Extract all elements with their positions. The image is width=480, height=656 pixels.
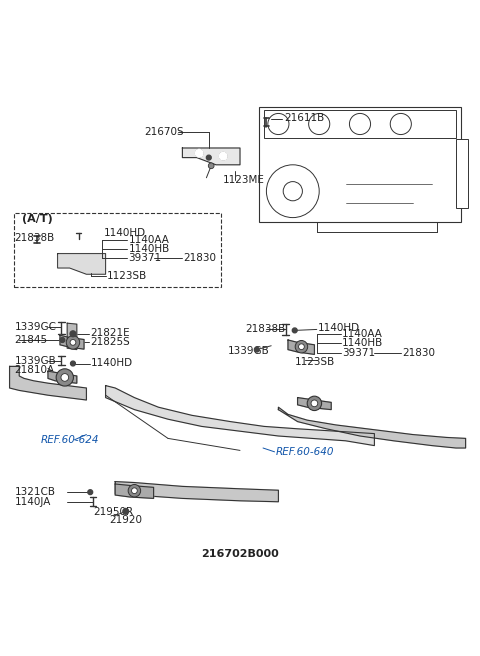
Circle shape bbox=[195, 150, 203, 157]
Text: REF.60-640: REF.60-640 bbox=[276, 447, 335, 457]
Text: 21670S: 21670S bbox=[144, 127, 184, 137]
Text: 21950R: 21950R bbox=[94, 507, 134, 518]
Circle shape bbox=[349, 113, 371, 134]
Text: 39371: 39371 bbox=[342, 348, 375, 358]
Circle shape bbox=[66, 336, 80, 349]
Polygon shape bbox=[60, 335, 84, 349]
Circle shape bbox=[208, 163, 214, 169]
Text: 1321CB: 1321CB bbox=[14, 487, 55, 497]
Circle shape bbox=[254, 347, 259, 352]
Text: 21838B: 21838B bbox=[245, 325, 285, 335]
Text: 21830: 21830 bbox=[183, 253, 216, 264]
FancyBboxPatch shape bbox=[264, 110, 456, 138]
Text: 1140HD: 1140HD bbox=[91, 358, 133, 368]
Circle shape bbox=[219, 152, 227, 160]
Polygon shape bbox=[48, 371, 77, 383]
Circle shape bbox=[70, 331, 76, 337]
Circle shape bbox=[56, 369, 73, 386]
Text: 1140HB: 1140HB bbox=[129, 244, 170, 255]
Circle shape bbox=[390, 113, 411, 134]
Circle shape bbox=[132, 488, 137, 493]
Text: 1123ME: 1123ME bbox=[223, 175, 265, 185]
Circle shape bbox=[283, 182, 302, 201]
Text: 1140HB: 1140HB bbox=[342, 338, 384, 348]
Circle shape bbox=[71, 361, 75, 366]
Polygon shape bbox=[106, 386, 374, 445]
Polygon shape bbox=[298, 398, 331, 409]
Text: 21810A: 21810A bbox=[14, 365, 55, 375]
Bar bbox=[14, 213, 221, 287]
Text: 21845: 21845 bbox=[14, 335, 48, 345]
Text: 21830: 21830 bbox=[402, 348, 435, 358]
Text: 1140AA: 1140AA bbox=[342, 329, 383, 339]
Circle shape bbox=[219, 152, 227, 160]
Text: 21920: 21920 bbox=[109, 516, 143, 525]
Circle shape bbox=[311, 400, 318, 407]
FancyBboxPatch shape bbox=[259, 107, 461, 222]
Polygon shape bbox=[182, 148, 240, 165]
Text: 1140AA: 1140AA bbox=[129, 235, 169, 245]
Polygon shape bbox=[115, 484, 154, 499]
Circle shape bbox=[123, 508, 129, 514]
Circle shape bbox=[295, 340, 308, 353]
Text: 1339GC: 1339GC bbox=[14, 322, 57, 332]
Text: 1140JA: 1140JA bbox=[14, 497, 51, 506]
Text: 216702B000: 216702B000 bbox=[201, 549, 279, 560]
Circle shape bbox=[309, 113, 330, 134]
Polygon shape bbox=[115, 482, 278, 502]
Text: 1123SB: 1123SB bbox=[295, 357, 336, 367]
Text: 21611B: 21611B bbox=[284, 113, 324, 123]
Text: 21825S: 21825S bbox=[90, 337, 130, 348]
Circle shape bbox=[268, 113, 289, 134]
Polygon shape bbox=[288, 340, 314, 354]
Polygon shape bbox=[58, 254, 106, 274]
Circle shape bbox=[307, 396, 322, 411]
Circle shape bbox=[88, 490, 93, 495]
Circle shape bbox=[70, 340, 76, 345]
FancyBboxPatch shape bbox=[456, 139, 468, 208]
Polygon shape bbox=[278, 407, 466, 448]
Text: 21838B: 21838B bbox=[14, 233, 55, 243]
Text: 1140HD: 1140HD bbox=[318, 323, 360, 333]
Circle shape bbox=[195, 150, 203, 157]
Text: 1339GB: 1339GB bbox=[228, 346, 270, 356]
Text: 39371: 39371 bbox=[129, 253, 162, 264]
Text: 1339GB: 1339GB bbox=[14, 356, 56, 365]
Text: 21821E: 21821E bbox=[90, 328, 130, 338]
Polygon shape bbox=[67, 323, 77, 350]
Circle shape bbox=[292, 328, 297, 333]
Circle shape bbox=[266, 165, 319, 218]
Text: 1123SB: 1123SB bbox=[107, 271, 147, 281]
Text: (A/T): (A/T) bbox=[22, 214, 52, 224]
Circle shape bbox=[299, 344, 304, 350]
Text: 1140HD: 1140HD bbox=[104, 228, 146, 238]
Circle shape bbox=[61, 374, 69, 381]
Circle shape bbox=[60, 338, 65, 342]
Polygon shape bbox=[10, 367, 86, 400]
Circle shape bbox=[128, 485, 141, 497]
Circle shape bbox=[206, 155, 211, 160]
Text: REF.60-624: REF.60-624 bbox=[41, 435, 99, 445]
